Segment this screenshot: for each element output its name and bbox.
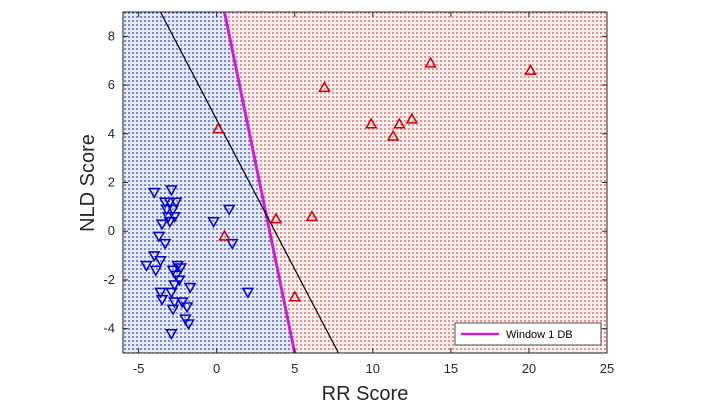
class-b-point — [288, 290, 302, 302]
y-tick-label: -2 — [103, 272, 115, 287]
class-a-point — [180, 302, 194, 314]
class-b-point — [305, 210, 319, 222]
class-a-point — [166, 304, 180, 316]
y-tick-label: 2 — [108, 175, 115, 190]
class-a-point — [154, 255, 167, 267]
class-a-point — [165, 329, 178, 341]
class-a-point — [158, 238, 172, 250]
class-a-point — [165, 287, 178, 299]
legend: Window 1 DB — [454, 322, 602, 346]
y-tick-label: 4 — [108, 126, 115, 141]
reference-line — [159, 12, 339, 353]
class-b-point — [424, 56, 437, 68]
class-b-region — [224, 12, 607, 353]
legend-box — [454, 322, 602, 346]
class-a-point — [155, 219, 169, 231]
class-a-region — [123, 12, 295, 353]
legend-label-window-1-db: Window 1 DB — [506, 329, 573, 341]
x-tick-label: 10 — [366, 361, 380, 376]
y-tick-label: 0 — [108, 223, 115, 238]
class-b-point — [269, 212, 283, 224]
class-b-point — [318, 80, 331, 93]
x-tick-label: 15 — [444, 361, 458, 376]
class-a-point — [241, 287, 255, 299]
class-a-point — [183, 282, 197, 294]
x-tick-label: 0 — [213, 361, 220, 376]
x-tick-label: 25 — [600, 361, 614, 376]
class-a-point — [207, 216, 220, 228]
class-a-point — [163, 216, 177, 228]
class-b-point — [218, 229, 231, 241]
class-a-point — [182, 319, 195, 331]
class-b-point — [393, 117, 406, 129]
x-tick-label: -5 — [133, 361, 145, 376]
decision-boundary-line — [223, 12, 297, 353]
y-axis-label: NLD Score — [77, 134, 99, 232]
class-a-point — [169, 197, 183, 209]
class-a-point — [154, 287, 167, 299]
class-b-point — [524, 63, 537, 75]
x-axis-label: RR Score — [322, 383, 409, 405]
class-b-point — [405, 112, 419, 124]
x-tick-label: 5 — [291, 361, 298, 376]
class-a-point — [160, 204, 174, 216]
y-tick-label: -4 — [103, 321, 115, 336]
class-a-point — [155, 294, 169, 306]
class-a-point — [166, 204, 180, 216]
class-a-point — [149, 265, 163, 277]
class-a-point — [172, 275, 186, 287]
class-b-point — [211, 122, 225, 134]
y-tick-label: 8 — [108, 28, 115, 43]
class-a-point — [225, 238, 239, 250]
class-a-point — [152, 231, 166, 243]
x-tick-label: 20 — [522, 361, 536, 376]
class-a-point — [222, 204, 236, 216]
class-a-point — [174, 263, 188, 275]
class-a-point — [165, 185, 178, 197]
class-a-point — [147, 187, 161, 199]
class-a-point — [168, 280, 181, 292]
class-a-point — [140, 260, 153, 272]
class-b-point — [364, 117, 378, 129]
class-a-point — [168, 297, 181, 309]
class-b-point — [386, 129, 400, 141]
class-a-point — [163, 197, 177, 209]
y-tick-label: 6 — [108, 77, 115, 92]
